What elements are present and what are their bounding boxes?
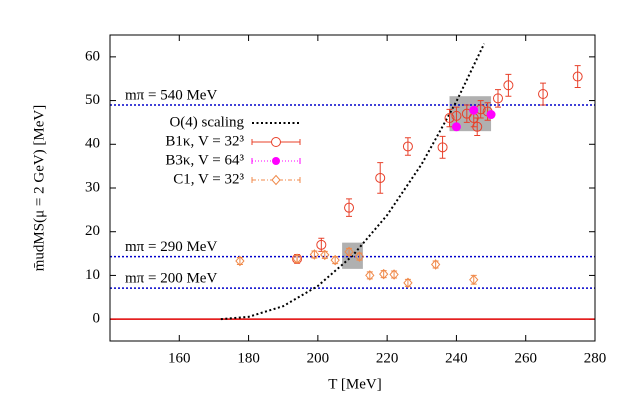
x-tick-label: 160 [168,350,191,366]
point [430,259,441,270]
x-tick-label: 260 [514,350,537,366]
y-tick-label: 60 [85,48,100,64]
error-bar [346,198,353,217]
point [375,172,386,183]
error-bar [377,162,384,194]
error-bar [477,100,484,119]
point [235,255,245,267]
point [365,270,375,281]
error-bar [366,271,373,280]
error-bar [332,256,339,265]
point [469,274,479,286]
error-bar [505,73,512,97]
x-tick-label: 280 [584,350,607,366]
error-bar [380,270,387,279]
point [451,110,462,121]
y-tick-label: 40 [85,136,100,152]
y-tick-label: 30 [85,179,100,195]
error-bar [446,108,453,128]
error-bar [540,82,547,106]
error-bar [404,278,411,287]
x-tick-label: 180 [237,350,260,366]
error-bar [321,250,328,259]
legend-label: B3κ, V = 64³ [165,152,244,168]
point [379,268,389,280]
error-bar [432,260,439,269]
reference-label: mπ = 290 MeV [125,239,217,255]
error-bar [236,257,243,265]
point [451,122,461,132]
legend-swatch [271,137,281,147]
legend-label: C1, V = 32³ [173,171,244,187]
y-tick-label: 0 [93,311,101,327]
error-bar [404,137,411,156]
y-axis-label: m̄udMS(μ = 2 GeV) [MeV] [31,105,47,271]
point [444,113,455,124]
point [572,71,583,82]
point [469,105,479,115]
x-tick-label: 220 [376,350,399,366]
reference-label: mπ = 200 MeV [125,271,217,287]
error-bar [470,274,477,285]
y-tick-label: 50 [85,92,100,108]
x-tick-label: 200 [307,350,330,366]
point [437,142,448,153]
reference-label: mπ = 540 MeV [125,87,217,103]
point [389,269,399,280]
legend-swatch [251,177,301,183]
error-bar [463,104,470,123]
point [402,141,413,152]
error-bar [346,247,353,256]
y-tick-label: 10 [85,267,100,283]
point [403,277,413,289]
error-bar [574,65,581,88]
scaling-curve [220,43,486,321]
error-bar [391,270,398,279]
legend-swatch [251,139,301,145]
point [344,202,355,213]
error-bar [294,254,301,263]
point [503,80,514,91]
point [472,121,483,132]
point [330,254,340,266]
point [344,246,354,258]
point [354,251,365,262]
point [309,249,320,260]
legend-label: O(4) scaling [169,114,244,130]
point [316,239,327,250]
error-bar [495,89,501,108]
point [292,253,302,265]
x-axis-label: T [MeV] [328,376,381,392]
legend-swatch [272,157,280,165]
legend-label: B1κ, V = 32³ [165,133,244,149]
y-tick-label: 20 [85,223,100,239]
legend-swatch [251,158,301,164]
legend-swatch [271,174,281,186]
point [486,110,496,120]
error-bar [311,250,318,259]
point [320,249,330,261]
plot-frame [109,34,596,342]
error-bar [439,135,446,159]
point [538,89,549,100]
x-tick-label: 240 [445,350,468,366]
error-bar [356,252,363,261]
point [493,93,503,104]
